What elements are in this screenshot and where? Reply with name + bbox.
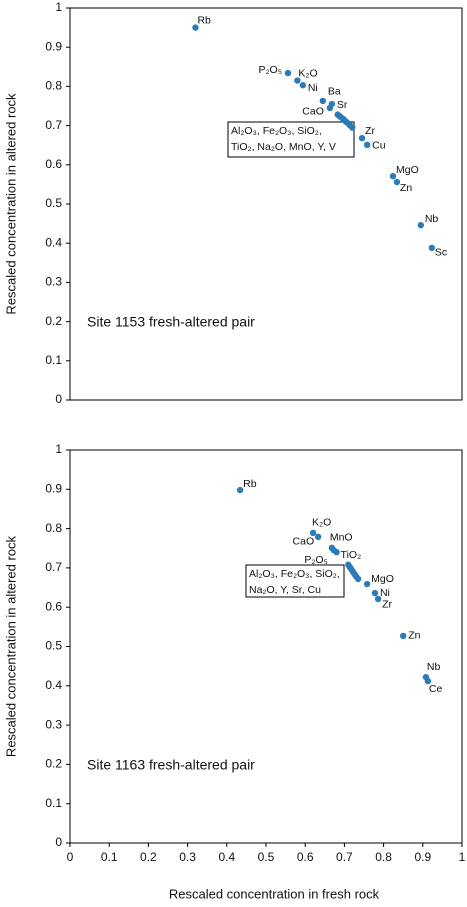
point-label: Rb — [243, 478, 257, 490]
point — [400, 632, 407, 640]
y-tick-label: 0.5 — [45, 639, 62, 653]
x-tick-label: 0 — [67, 850, 74, 864]
point — [294, 77, 301, 84]
y-tick-label: 1 — [55, 0, 62, 14]
point — [358, 134, 366, 142]
group-label: Al₂O₃, Fe₂O₃, SiO₂, — [249, 568, 340, 580]
x-tick-label: 0.3 — [179, 850, 196, 864]
point-label: P₂O₅ — [304, 554, 327, 566]
x-tick-label: 0.9 — [414, 850, 431, 864]
group-label: Na₂O, Y, Sr, Cu — [249, 584, 321, 596]
point-label: Nb — [427, 661, 441, 673]
point — [284, 69, 292, 77]
y-tick-label: 0.4 — [45, 235, 62, 249]
annotation: Site 1153 fresh-altered pair — [87, 314, 255, 330]
point — [417, 221, 425, 229]
x-tick-label: 0.1 — [101, 850, 118, 864]
point — [428, 244, 436, 252]
point — [349, 124, 356, 131]
y-tick-label: 0.6 — [45, 157, 62, 171]
annotation: Site 1163 fresh-altered pair — [87, 757, 255, 773]
point — [328, 100, 336, 108]
point-label: K₂O — [298, 67, 317, 79]
group-label-box — [245, 564, 345, 598]
point — [319, 97, 327, 105]
point — [371, 589, 379, 597]
y-tick-label: 0.2 — [45, 314, 62, 328]
y-tick-label: 0.2 — [45, 757, 62, 771]
point-label: P₂O₅ — [258, 64, 281, 76]
group-label-box — [227, 121, 355, 158]
point — [299, 82, 307, 89]
point-label: Cu — [372, 140, 386, 152]
y-tick-label: 0.7 — [45, 560, 62, 574]
x-axis-title: Rescaled concentration in fresh rock — [169, 886, 380, 901]
point-label: Zn — [400, 182, 412, 194]
x-tick-label: 0.5 — [258, 850, 275, 864]
point-label: Nb — [425, 213, 439, 225]
y-tick-label: 0.5 — [45, 196, 62, 210]
point-label: Ni — [308, 82, 318, 94]
y-tick-label: 0.8 — [45, 79, 62, 93]
y-tick-label: 0.9 — [45, 481, 62, 495]
x-tick-label: 1 — [459, 850, 466, 864]
x-tick-label: 0.6 — [297, 850, 314, 864]
y-tick-label: 0.4 — [45, 678, 62, 692]
point-label: Sr — [337, 99, 348, 111]
point-label: Ba — [328, 86, 341, 98]
point-label: TiO₂ — [341, 549, 362, 561]
point-label: MgO — [371, 573, 394, 585]
y-tick-label: 0.9 — [45, 39, 62, 53]
y-tick-label: 0.6 — [45, 599, 62, 613]
group-label: TiO₂, Na₂O, MnO, Y, V — [231, 141, 336, 153]
plot-frame — [69, 449, 463, 844]
y-tick-label: 0.8 — [45, 521, 62, 535]
point-label: Rb — [197, 14, 211, 26]
point — [192, 24, 199, 31]
x-tick-label: 0.4 — [218, 850, 235, 864]
point-label: MnO — [330, 532, 353, 544]
point-label: Zr — [365, 125, 375, 137]
point-label: Ni — [380, 587, 390, 599]
y-tick-label: 0.1 — [45, 353, 62, 367]
y-tick-label: 0.1 — [45, 796, 62, 810]
point — [333, 548, 340, 556]
y-tick-label: 0.7 — [45, 118, 62, 132]
point — [236, 486, 244, 494]
y-axis-title: Rescaled concentration in altered rock — [3, 535, 18, 757]
point — [309, 529, 317, 537]
y-tick-label: 0 — [55, 392, 62, 406]
point — [354, 575, 362, 583]
point-label: K₂O — [312, 517, 331, 529]
point — [393, 178, 401, 186]
y-tick-label: 0.3 — [45, 275, 62, 289]
point — [363, 580, 371, 588]
point-label: Sc — [435, 247, 447, 259]
point — [424, 677, 432, 685]
point-label: Ce — [429, 683, 443, 695]
point — [374, 595, 382, 603]
x-tick-label: 0.7 — [336, 850, 353, 864]
group-label: Al₂O₃, Fe₂O₃, SiO₂, — [231, 125, 322, 137]
point-label: CaO — [302, 106, 324, 118]
x-tick-label: 0.2 — [140, 850, 157, 864]
point-label: MgO — [396, 164, 419, 176]
point — [389, 172, 397, 180]
point-label: CaO — [293, 536, 315, 548]
point — [314, 533, 322, 541]
y-tick-label: 1 — [55, 442, 62, 456]
y-tick-label: 0.3 — [45, 717, 62, 731]
point-label: Zr — [382, 599, 392, 611]
y-axis-title: Rescaled concentration in altered rock — [3, 93, 18, 315]
point-label: Zn — [408, 630, 420, 642]
y-tick-label: 0 — [55, 835, 62, 849]
point — [363, 141, 371, 149]
x-tick-label: 0.8 — [375, 850, 392, 864]
